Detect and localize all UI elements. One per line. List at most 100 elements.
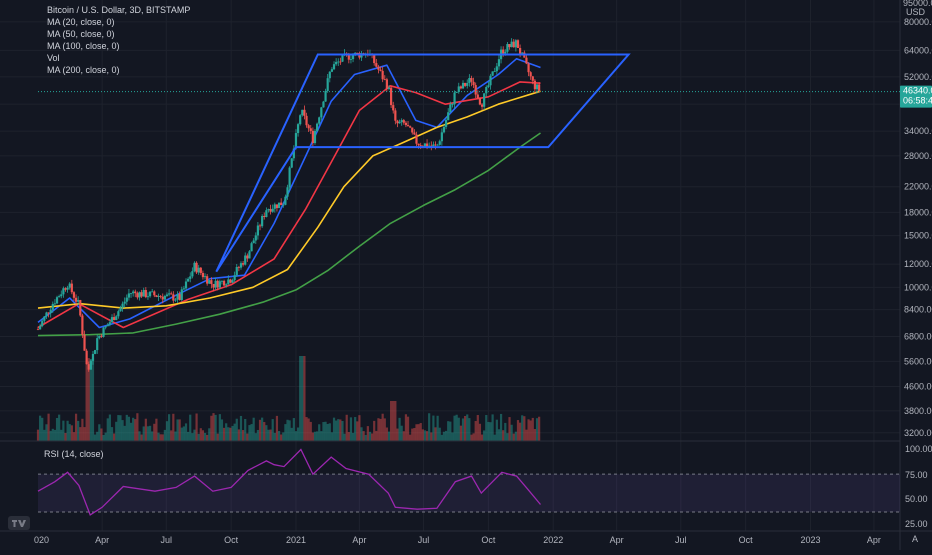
tradingview-logo[interactable]	[8, 516, 30, 530]
candle-body	[117, 311, 120, 317]
candle-body	[178, 294, 181, 300]
candle-body	[70, 283, 73, 293]
volume-bar	[432, 415, 435, 441]
candle-body	[411, 127, 414, 133]
candle-body	[252, 240, 255, 244]
candle-body	[430, 145, 433, 147]
candle-body	[172, 294, 175, 301]
legend-ma100[interactable]: MA (100, close, 0)	[47, 41, 120, 51]
legend-ma200[interactable]: MA (200, close, 0)	[47, 65, 120, 75]
volume-bar	[193, 429, 196, 441]
candle-body	[341, 54, 344, 62]
candle-body	[269, 209, 272, 212]
volume-bar	[351, 432, 355, 441]
candle-body	[41, 320, 44, 326]
time-axis[interactable]: 020 A Apr Jul Oct 2021 Apr Jul Oct 2022 Apr Jul Oc…	[34, 534, 918, 545]
volume-bar	[487, 421, 490, 441]
candle-body	[134, 291, 137, 294]
volume-bar	[163, 429, 166, 441]
volume-bar	[269, 429, 272, 441]
volume-bar	[41, 417, 44, 441]
candle-body	[180, 289, 183, 300]
volume-bar	[518, 422, 522, 441]
price-tick: 28000.00	[904, 151, 932, 161]
volume-bar	[263, 422, 266, 441]
candle-body	[201, 272, 205, 278]
symbol-title[interactable]: Bitcoin / U.S. Dollar, 3D, BITSTAMP	[47, 5, 190, 15]
candle-body	[142, 289, 145, 297]
candle-body	[146, 296, 150, 298]
candle-body	[184, 281, 188, 289]
candle-body	[39, 325, 42, 330]
candle-body	[512, 41, 515, 48]
candle-body	[461, 82, 465, 89]
chart-legend: Bitcoin / U.S. Dollar, 3D, BITSTAMP MA (…	[47, 5, 190, 75]
candle-body	[277, 202, 281, 209]
volume-bar	[267, 429, 270, 441]
candle-body	[225, 284, 228, 286]
volume-bar	[180, 427, 183, 441]
auto-scale-toggle[interactable]: A	[912, 534, 918, 544]
rsi-tick: 75.00	[905, 470, 928, 480]
candle-body	[373, 54, 376, 64]
candle-body	[60, 294, 63, 297]
moving-averages	[37, 57, 541, 337]
volume-bar	[455, 414, 458, 441]
volume-bar	[132, 417, 135, 441]
volume-bar	[296, 427, 300, 441]
candle-body	[442, 126, 446, 133]
candle-body	[246, 255, 249, 259]
volume-bar	[324, 421, 327, 441]
candle-body	[187, 278, 190, 282]
volume-bar	[356, 421, 359, 441]
legend-ma20[interactable]: MA (20, close, 0)	[47, 17, 115, 27]
volume-bar	[191, 433, 194, 441]
legend-vol[interactable]: Vol	[47, 53, 60, 63]
volume-bar	[339, 419, 342, 441]
rsi-legend[interactable]: RSI (14, close)	[44, 449, 104, 459]
volume-bar	[182, 426, 185, 441]
candle-body	[413, 132, 416, 135]
candle-body	[104, 326, 107, 328]
candle-body	[288, 167, 291, 188]
volume-bar	[320, 431, 323, 441]
volume-bar	[428, 413, 431, 441]
volume-bar	[144, 418, 147, 441]
candle-body	[337, 61, 340, 63]
candle-body	[159, 296, 162, 297]
candle-body	[182, 288, 185, 290]
volume-bar	[108, 414, 111, 441]
candle-body	[497, 59, 501, 67]
candle-body	[400, 120, 403, 123]
volume-bar	[176, 419, 179, 441]
channel-drawing[interactable]	[215, 53, 631, 273]
candle-body	[85, 350, 88, 365]
volume-bar	[104, 432, 107, 441]
volume-bar	[489, 422, 492, 441]
candle-body	[77, 300, 80, 302]
volume-bar	[292, 418, 295, 441]
price-tick: 3800.00	[904, 406, 932, 416]
ma-line	[37, 90, 541, 309]
volume-bar	[525, 429, 528, 441]
legend-ma50[interactable]: MA (50, close, 0)	[47, 29, 115, 39]
candle-body	[127, 293, 131, 298]
candle-body	[457, 86, 460, 93]
volume-bar	[411, 428, 414, 441]
price-tick: 4600.00	[904, 381, 932, 391]
volume-bar	[303, 356, 306, 441]
ma-line	[37, 57, 541, 329]
price-tick-top: 95000.00	[903, 0, 932, 8]
candle-body	[417, 143, 420, 146]
volume-bar	[79, 427, 82, 441]
candle-body	[432, 144, 435, 147]
candle-body	[81, 315, 84, 335]
volume-bar	[85, 361, 88, 441]
volume-bar	[81, 418, 84, 441]
candle-body	[68, 283, 71, 288]
candle-body	[303, 109, 306, 116]
volume-bar	[466, 414, 469, 441]
candle-body	[436, 144, 439, 146]
